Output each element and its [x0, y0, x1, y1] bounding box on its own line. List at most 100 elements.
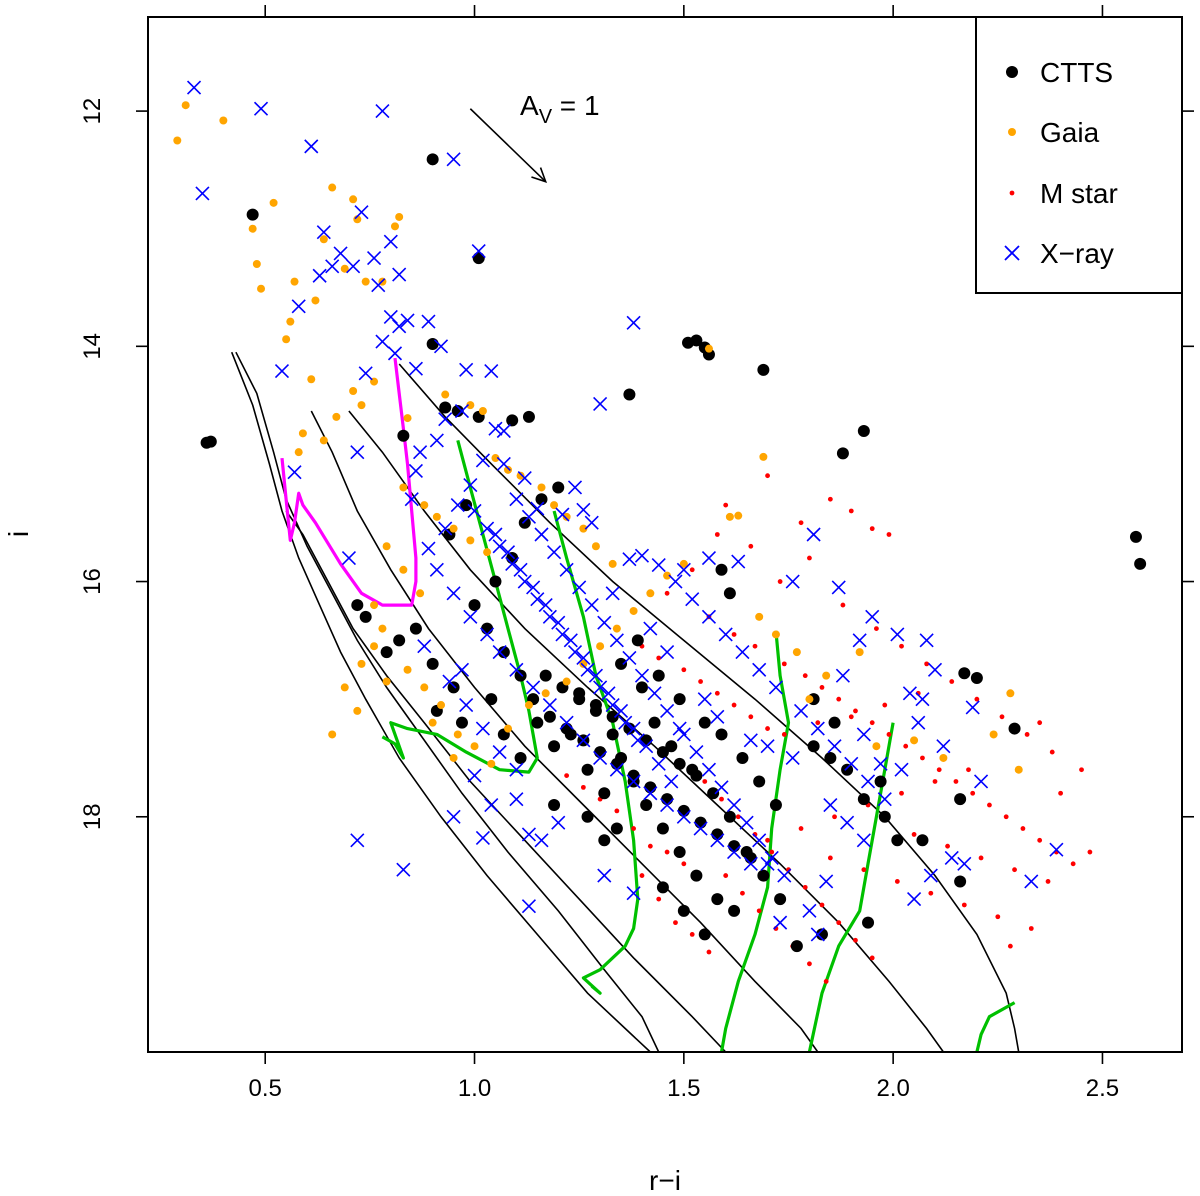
mstar-point: [949, 679, 955, 684]
ctts-point: [891, 834, 904, 847]
mstar-point: [740, 890, 745, 896]
isochrone-line: [310, 410, 819, 1052]
gaia-point: [504, 465, 513, 474]
ctts-point: [246, 208, 259, 221]
xray-point: [408, 361, 423, 376]
gaia-point: [872, 742, 881, 751]
gaia-point: [679, 559, 688, 568]
mstar-point: [848, 714, 854, 720]
mstar-point: [836, 696, 842, 702]
ctts-point: [426, 337, 439, 350]
mstar-point: [894, 879, 900, 884]
mstar-point: [564, 773, 570, 779]
ctts-point: [874, 775, 887, 788]
axis-ticks: 0.5 1.0 1.5 2.0 2.5 12 14 16 18: [79, 5, 1194, 1102]
gaia-point: [349, 195, 358, 204]
gaia-point: [219, 116, 228, 125]
extinction-arrow-head: [531, 167, 548, 183]
xray-point: [538, 598, 553, 613]
xray-point: [651, 756, 666, 771]
mstar-point: [752, 643, 758, 649]
ctts-point: [581, 810, 594, 823]
gaia-point: [286, 317, 295, 326]
xray-point: [701, 550, 717, 566]
mstar-point: [631, 826, 637, 831]
xray-point: [773, 915, 788, 930]
mstar-point: [765, 726, 770, 731]
data-points: [173, 80, 1147, 984]
xray-point: [438, 412, 453, 427]
ctts-point: [615, 657, 628, 670]
gaia-point: [646, 589, 655, 598]
gaia-point: [855, 648, 864, 657]
ctts-point: [841, 763, 854, 776]
gaia-point: [420, 683, 429, 692]
ctts-point: [610, 822, 623, 835]
xray-point: [408, 463, 423, 479]
evolutionary-track: [719, 630, 791, 1052]
ctts-point: [539, 669, 552, 682]
mstar-point: [1024, 732, 1030, 737]
gaia-point: [591, 542, 600, 551]
ctts-point: [548, 740, 561, 753]
ctts-point: [656, 822, 669, 835]
xray-point: [835, 668, 850, 683]
xray-point: [488, 421, 503, 436]
plot-frame: [147, 16, 1183, 1053]
mstar-point: [869, 526, 875, 532]
xray-point: [840, 815, 855, 830]
gaia-point: [792, 648, 801, 657]
extinction-label: AV = 1: [520, 90, 600, 128]
gaia-point: [403, 414, 412, 423]
ctts-point: [514, 751, 527, 764]
xray-point: [727, 797, 742, 813]
xray-point: [551, 815, 566, 830]
xray-point: [480, 627, 495, 642]
gaia-point: [173, 136, 182, 145]
xray-point: [304, 139, 319, 154]
mstar-point: [714, 690, 720, 696]
mstar-point: [869, 720, 875, 726]
xray-point: [660, 703, 675, 718]
mstar-point: [1079, 767, 1084, 773]
xray-point: [567, 480, 583, 495]
xray-point: [580, 662, 595, 677]
mstar-point: [1007, 943, 1013, 949]
ctts-point: [954, 793, 967, 806]
gaia-point: [483, 548, 492, 557]
gaia-point: [579, 524, 588, 533]
xray-point: [333, 246, 348, 261]
xray-point: [643, 786, 658, 801]
ctts-point: [857, 793, 870, 806]
ctts-point: [606, 728, 619, 741]
xray-point: [396, 862, 411, 877]
ctts-point: [204, 435, 217, 448]
model-curves: [230, 351, 1020, 1052]
xray-point: [534, 833, 549, 848]
xray-point: [622, 650, 637, 666]
x-tick-label: 1.5: [667, 1075, 700, 1102]
ctts-point: [836, 447, 849, 460]
ctts-point: [393, 634, 406, 647]
ctts-point: [661, 793, 674, 806]
xray-point: [827, 739, 842, 754]
mstar-point: [656, 896, 662, 902]
xray-point: [1049, 842, 1064, 857]
xray-point: [274, 363, 290, 379]
mstar-point: [698, 679, 703, 684]
isochrone-line: [230, 351, 651, 1052]
xray-point: [634, 548, 650, 563]
mstar-point: [928, 890, 934, 896]
mstar-point: [802, 884, 808, 890]
gaia-point: [596, 642, 605, 651]
xray-point: [810, 721, 825, 736]
mstar-point: [899, 643, 904, 649]
xray-point: [471, 243, 486, 259]
mstar-point: [647, 843, 653, 849]
xray-point: [601, 686, 616, 701]
ctts-point: [753, 775, 766, 788]
xray-point: [626, 774, 641, 789]
xray-point: [429, 433, 444, 448]
mstar-point: [966, 767, 971, 773]
xray-point: [484, 797, 499, 813]
